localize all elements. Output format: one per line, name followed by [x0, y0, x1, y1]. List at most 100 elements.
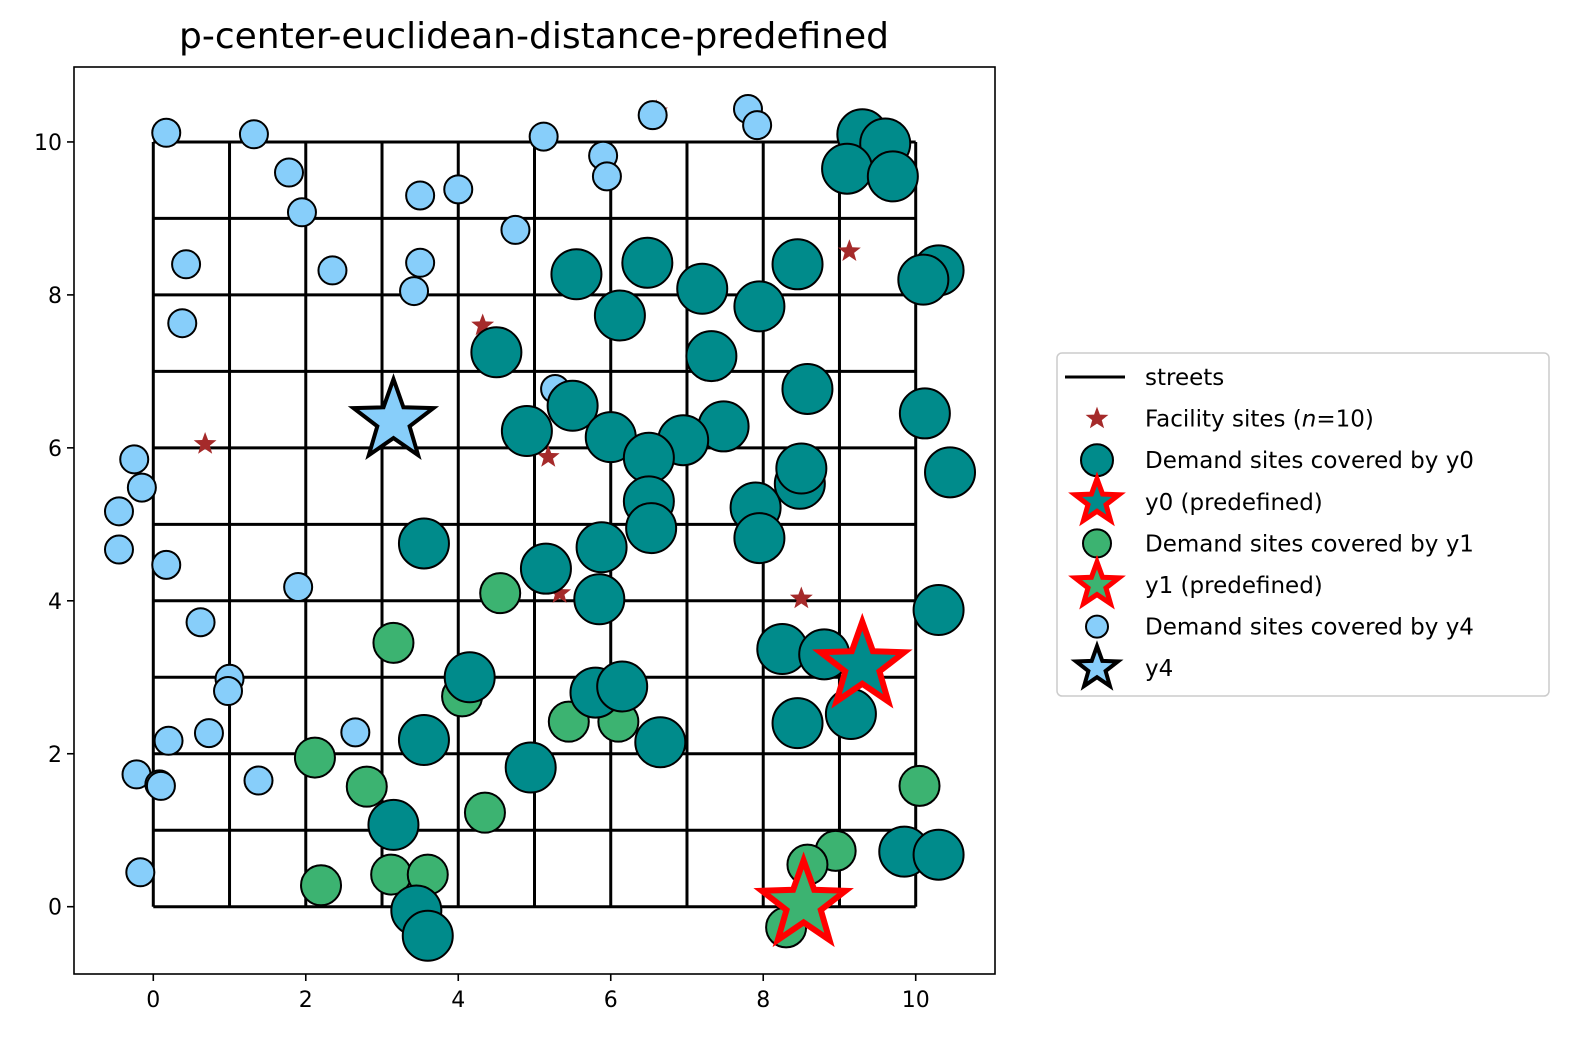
legend-swatch-circle: [1085, 614, 1109, 639]
demand-point-y0: [771, 238, 824, 291]
demand-point-y0: [593, 289, 646, 342]
legend-label: y4: [1145, 656, 1173, 682]
legend-label: streets: [1145, 365, 1224, 391]
facility-site-point: [548, 581, 572, 603]
demand-point-y1: [479, 572, 522, 615]
demand-point-y4: [151, 549, 182, 580]
chart-title: p-center-euclidean-distance-predefined: [179, 16, 889, 57]
legend-swatch-star: [1070, 640, 1124, 691]
demand-point-y4: [238, 119, 269, 150]
demand-point-y0: [733, 512, 786, 565]
demand-point-y0: [771, 697, 824, 750]
demand-point-y4: [125, 857, 156, 888]
demand-point-y1: [898, 764, 941, 807]
y-tick-label: 0: [48, 896, 62, 921]
demand-y1-series: [293, 572, 941, 949]
demand-point-y4: [153, 725, 184, 756]
facility-markers: [347, 373, 913, 948]
demand-point-y0: [781, 362, 834, 415]
demand-point-y4: [171, 249, 202, 280]
y-tick-label: 8: [48, 284, 62, 309]
demand-point-y0: [775, 442, 828, 495]
legend-label: y0 (predefined): [1145, 490, 1323, 516]
demand-point-y4: [274, 157, 305, 188]
legend: streets Facility sites (n=10) Demand sites…: [1056, 352, 1550, 697]
demand-point-y0: [401, 909, 454, 962]
x-tick-label: 2: [299, 988, 313, 1013]
legend-swatch-circle: [1082, 528, 1112, 559]
demand-point-y1: [463, 791, 506, 834]
demand-point-y0: [622, 431, 675, 484]
facility-site-point: [536, 445, 560, 467]
demand-point-y0: [519, 542, 572, 595]
demand-point-y0: [504, 741, 557, 794]
demand-point-y4: [317, 255, 348, 286]
demand-y4-series: [103, 94, 773, 888]
demand-point-y4: [405, 180, 436, 211]
demand-point-y0: [924, 446, 977, 499]
demand-point-y4: [340, 717, 371, 748]
demand-point-y4: [286, 197, 317, 228]
demand-point-y4: [103, 534, 134, 565]
legend-box: [1056, 352, 1550, 697]
demand-point-y1: [293, 736, 336, 779]
demand-point-y0: [866, 150, 919, 203]
demand-point-y4: [185, 607, 216, 638]
demand-point-y4: [243, 765, 274, 796]
demand-point-y0: [621, 236, 674, 289]
demand-point-y4: [399, 276, 430, 307]
demand-point-y4: [126, 472, 157, 503]
demand-point-y4: [167, 308, 198, 339]
legend-item-facility: Facility sites (n=10): [1085, 406, 1374, 433]
demand-point-y4: [591, 161, 622, 192]
x-tick-label: 8: [756, 988, 770, 1013]
demand-point-y0: [397, 713, 450, 766]
axis-ticks: 0 2 4 6 8 10 0 2 4 6 8 10: [34, 131, 930, 1013]
x-tick-label: 10: [902, 988, 930, 1013]
plot-frame: [73, 66, 996, 975]
demand-point-y4: [443, 174, 474, 205]
facility-marker-y4: [347, 373, 440, 460]
demand-point-y1: [372, 621, 415, 664]
demand-point-y4: [119, 444, 150, 475]
demand-point-y0: [546, 379, 599, 432]
demand-point-y0: [397, 517, 450, 570]
legend-item-y1_demand: Demand sites covered by y1: [1082, 528, 1474, 559]
demand-point-y0: [367, 798, 420, 851]
demand-point-y4: [637, 100, 668, 131]
legend-swatch-star: [1085, 406, 1109, 429]
demand-point-y0: [634, 716, 687, 769]
legend-swatch-star: [1068, 554, 1126, 610]
facility-marker-y0-predefined: [812, 612, 913, 709]
demand-point-y4: [528, 121, 559, 152]
y-tick-label: 10: [34, 131, 62, 156]
legend-label: Demand sites covered by y4: [1145, 615, 1474, 641]
demand-point-y0: [733, 280, 786, 333]
plot-content: [103, 94, 977, 962]
legend-item-y0_demand: Demand sites covered by y0: [1080, 443, 1474, 478]
demand-point-y0: [596, 660, 649, 713]
legend-item-y1_site: y1 (predefined): [1068, 554, 1323, 610]
legend-label: Demand sites covered by y0: [1145, 448, 1474, 474]
demand-point-y4: [145, 770, 176, 801]
legend-item-y4_site: y4: [1070, 640, 1173, 691]
demand-point-y4: [405, 247, 436, 278]
demand-point-y0: [550, 248, 603, 301]
legend-label: y1 (predefined): [1145, 573, 1323, 599]
demand-point-y0: [912, 583, 965, 636]
x-tick-label: 0: [146, 988, 160, 1013]
demand-point-y0: [898, 387, 951, 440]
facility-marker-y1-predefined: [753, 851, 854, 948]
legend-item-y4_demand: Demand sites covered by y4: [1085, 614, 1474, 641]
demand-point-y1: [345, 765, 388, 808]
demand-point-y0: [575, 521, 628, 574]
demand-point-y4: [742, 110, 773, 141]
x-tick-label: 4: [451, 988, 465, 1013]
legend-label: Demand sites covered by y1: [1145, 531, 1474, 557]
demand-point-y0: [470, 326, 523, 379]
legend-swatch-circle: [1080, 443, 1114, 478]
legend-swatch-star: [1068, 471, 1126, 527]
y-tick-label: 6: [48, 437, 62, 462]
demand-point-y0: [625, 502, 678, 555]
demand-point-y0: [821, 142, 874, 195]
